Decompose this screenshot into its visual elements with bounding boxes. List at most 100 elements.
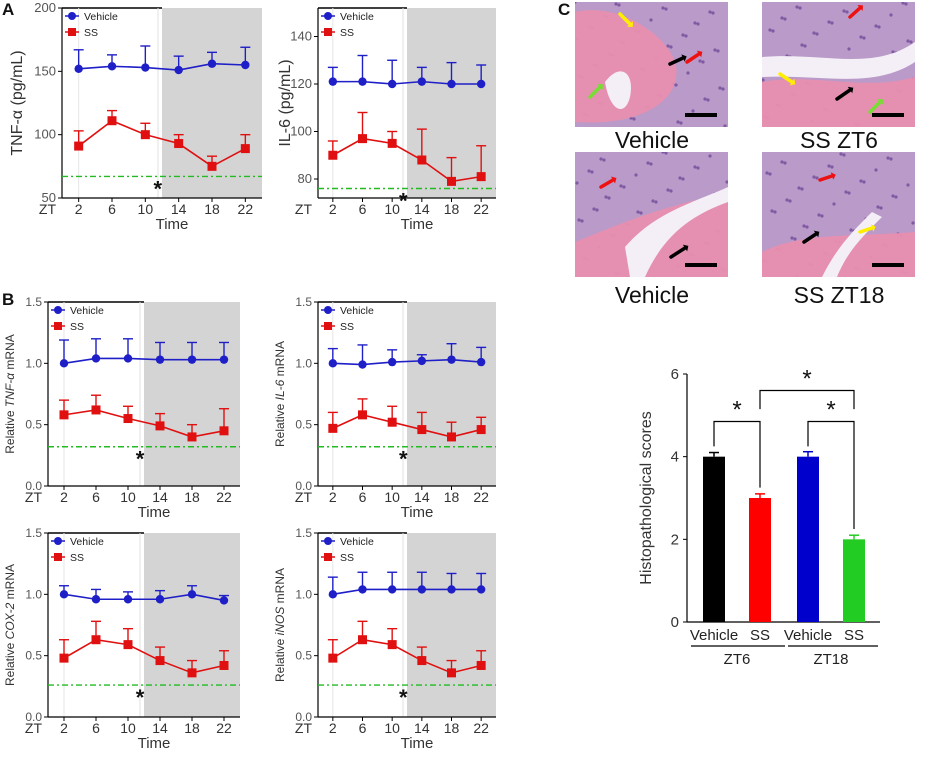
ss-point bbox=[187, 668, 197, 678]
vehicle-point bbox=[241, 60, 250, 70]
cell-nucleus bbox=[803, 44, 807, 48]
cell-nucleus bbox=[580, 219, 584, 223]
x-axis-title: Time bbox=[156, 216, 189, 233]
ss-point bbox=[219, 660, 229, 670]
cell-nucleus bbox=[617, 3, 621, 7]
dark-phase-shading bbox=[407, 533, 496, 717]
vehicle-point bbox=[187, 590, 197, 599]
cell-nucleus bbox=[768, 28, 772, 32]
dark-phase-shading bbox=[144, 302, 240, 486]
ss-point bbox=[387, 138, 397, 148]
cell-nucleus bbox=[681, 33, 685, 37]
cell-nucleus bbox=[646, 161, 650, 165]
x-axis-title: Time bbox=[138, 735, 171, 752]
cell-nucleus bbox=[889, 157, 893, 161]
y-tick-label: 6 bbox=[671, 366, 679, 383]
y-tick-label: 1.0 bbox=[295, 587, 312, 601]
annotation-arrow bbox=[685, 52, 701, 64]
cell-nucleus bbox=[839, 152, 843, 156]
cell-nucleus bbox=[879, 206, 883, 210]
significance-bracket bbox=[807, 420, 855, 529]
cell-nucleus bbox=[698, 59, 702, 63]
vehicle-point bbox=[476, 79, 486, 89]
cell-nucleus bbox=[607, 196, 611, 200]
histology-label: Vehicle bbox=[614, 127, 690, 153]
cell-nucleus bbox=[762, 78, 765, 82]
y-tick-label: 1.5 bbox=[25, 526, 42, 540]
vehicle-point bbox=[476, 357, 486, 367]
cell-nucleus bbox=[674, 83, 678, 87]
histology-image-vehicle-zt6 bbox=[575, 2, 728, 127]
annotation-arrow bbox=[802, 232, 818, 244]
cell-nucleus bbox=[661, 152, 665, 154]
cell-nucleus bbox=[661, 6, 665, 10]
vehicle-point bbox=[358, 77, 367, 86]
y-tick-label: 1.0 bbox=[25, 587, 42, 601]
cell-nucleus bbox=[862, 36, 866, 40]
panel-letter-b: B bbox=[2, 290, 15, 309]
y-tick-label: 0.5 bbox=[295, 649, 312, 663]
cell-nucleus bbox=[820, 214, 824, 218]
cell-nucleus bbox=[711, 11, 715, 15]
legend-ss-marker bbox=[54, 322, 62, 330]
cell-nucleus bbox=[632, 117, 636, 121]
ss-point bbox=[207, 161, 217, 171]
significance-star: * bbox=[399, 447, 408, 472]
legend-ss-label: SS bbox=[70, 552, 84, 564]
cell-nucleus bbox=[768, 172, 772, 176]
y-tick-label: 80 bbox=[298, 171, 312, 186]
joint-space bbox=[605, 71, 631, 109]
cell-nucleus bbox=[812, 31, 816, 35]
cell-nucleus bbox=[800, 43, 804, 47]
x-tick-label: 18 bbox=[184, 720, 200, 736]
vehicle-point bbox=[476, 585, 486, 594]
cell-nucleus bbox=[894, 195, 898, 199]
cell-nucleus bbox=[602, 158, 606, 162]
ss-point bbox=[219, 426, 229, 436]
cell-nucleus bbox=[664, 152, 668, 155]
cell-nucleus bbox=[800, 187, 804, 191]
ss-point bbox=[140, 130, 150, 140]
cell-nucleus bbox=[666, 44, 670, 48]
x-tick-label: 6 bbox=[108, 201, 116, 217]
y-tick-label: 1.5 bbox=[295, 295, 312, 309]
x-tick-label: 18 bbox=[184, 489, 200, 505]
cell-nucleus bbox=[693, 165, 697, 169]
y-axis-title: Relative COX-2 mRNA bbox=[3, 564, 17, 686]
legend-vehicle-label: Vehicle bbox=[70, 305, 104, 317]
x-tick-label: 22 bbox=[473, 720, 489, 736]
cell-nucleus bbox=[691, 109, 695, 113]
legend-vehicle-label: Vehicle bbox=[70, 536, 104, 548]
cell-nucleus bbox=[830, 21, 834, 25]
significance-star: * bbox=[136, 447, 145, 472]
x-axis-title: Time bbox=[138, 504, 171, 521]
x-tick-label: 2 bbox=[75, 201, 83, 217]
group-label: ZT18 bbox=[813, 651, 848, 668]
legend-ss-label: SS bbox=[70, 321, 84, 333]
cell-nucleus bbox=[649, 18, 653, 22]
il6-mrna-chart: 0.0 0.5 1.0 1.5 ZT 2 6 10 14 18 22 Time Relative IL-… bbox=[273, 295, 496, 521]
x-axis-title: Time bbox=[401, 504, 434, 521]
cell-nucleus bbox=[817, 213, 821, 217]
y-tick-label: 0.5 bbox=[25, 649, 42, 663]
cell-nucleus bbox=[849, 228, 853, 232]
annotation-arrowhead bbox=[696, 50, 703, 58]
ss-point bbox=[107, 116, 117, 126]
cell-nucleus bbox=[678, 176, 682, 180]
dark-phase-shading bbox=[144, 533, 240, 717]
x-tick-label: 18 bbox=[444, 720, 460, 736]
cell-nucleus bbox=[614, 2, 618, 6]
annotation-arrow bbox=[778, 72, 794, 84]
vehicle-point bbox=[207, 59, 217, 68]
cell-nucleus bbox=[906, 39, 910, 43]
significance-star: * bbox=[826, 397, 835, 424]
y-tick-label: 4 bbox=[671, 449, 679, 466]
y-tick-label: 1.0 bbox=[295, 356, 312, 370]
cell-nucleus bbox=[639, 211, 643, 215]
histology-image-vehicle-zt18 bbox=[575, 152, 728, 277]
vehicle-point bbox=[91, 354, 101, 363]
ss-series-line bbox=[63, 409, 225, 438]
vehicle-point bbox=[417, 77, 427, 86]
y-tick-label: 0.0 bbox=[25, 710, 42, 724]
vehicle-point bbox=[387, 585, 397, 594]
